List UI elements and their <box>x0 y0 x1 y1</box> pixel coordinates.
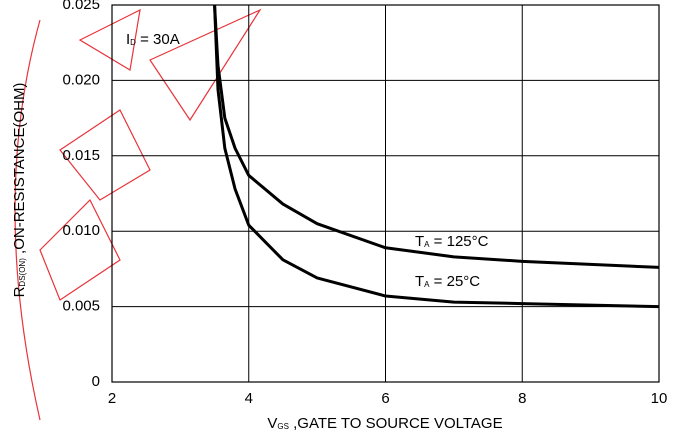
y-tick-label: 0.010 <box>62 222 100 239</box>
x-tick-label: 6 <box>381 390 389 407</box>
watermark-shape <box>39 198 121 301</box>
x-tick-label: 8 <box>518 390 526 407</box>
label-part: I <box>126 31 130 48</box>
label-part: = 125°C <box>430 233 489 250</box>
x-axis-label: VGS ,GATE TO SOURCE VOLTAGE <box>267 415 502 432</box>
line-series <box>213 4 660 309</box>
watermark-arc <box>14 19 41 421</box>
label-part: = 30A <box>136 31 180 48</box>
watermark-shape <box>149 8 262 122</box>
series-label: TA = 25°C <box>415 273 480 290</box>
x-tick-label: 4 <box>245 390 253 407</box>
y-axis-label: RDS(ON) ,ON-RESISTANCE(OHM) <box>11 83 28 298</box>
series-label: TA = 125°C <box>415 233 489 250</box>
x-tick-label: 10 <box>651 390 668 407</box>
y-tick-label: 0 <box>92 373 100 390</box>
subscript: A <box>424 240 430 249</box>
subscript: A <box>424 280 430 289</box>
annotation: ID = 30A <box>126 31 180 48</box>
y-tick-label: 0.015 <box>62 147 100 164</box>
watermark-shape <box>59 109 151 201</box>
plot-frame <box>111 4 660 383</box>
watermark <box>14 8 262 421</box>
subscript: GS <box>277 422 289 431</box>
label-part: ,GATE TO SOURCE VOLTAGE <box>289 415 503 432</box>
label-part: R <box>11 286 28 297</box>
line-series <box>213 4 660 269</box>
label-part: T <box>415 273 424 290</box>
x-tick-label: 2 <box>108 390 116 407</box>
label-part: V <box>267 415 277 432</box>
y-tick-label: 0.020 <box>62 71 100 88</box>
subscript: D <box>130 38 136 47</box>
label-part: = 25°C <box>430 273 481 290</box>
watermark-shape <box>78 8 141 71</box>
y-tick-label: 0.025 <box>62 0 100 13</box>
subscript: DS(ON) <box>18 258 27 287</box>
y-tick-label: 0.005 <box>62 298 100 315</box>
label-part: T <box>415 233 424 250</box>
label-part: ,ON-RESISTANCE(OHM) <box>11 83 28 259</box>
